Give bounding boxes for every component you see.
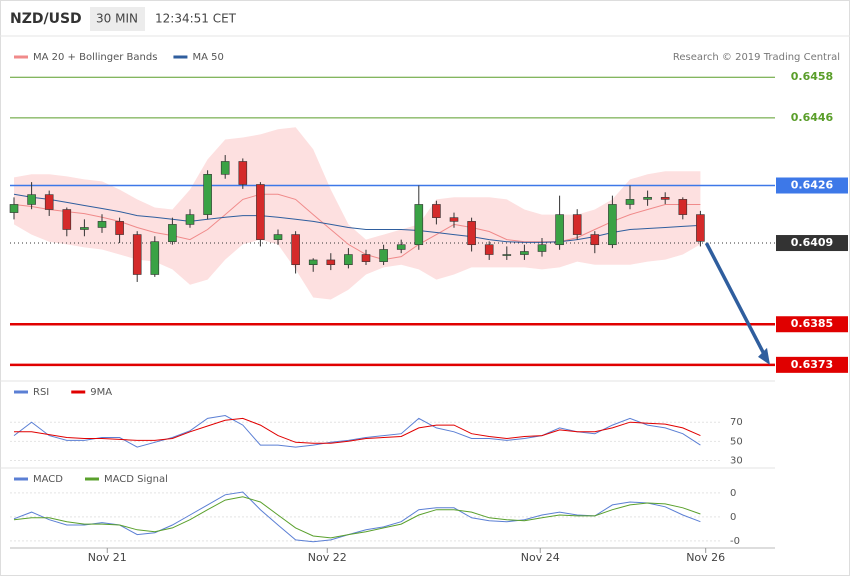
level-label: 0.6373: [791, 358, 833, 371]
x-tick-label: Nov 22: [308, 551, 347, 564]
candle-body: [361, 254, 371, 262]
candle-body: [344, 254, 353, 265]
candle-body: [150, 241, 160, 275]
pair-title: NZD/USD: [10, 11, 82, 27]
level-box: [776, 177, 848, 194]
candle-body: [396, 244, 406, 250]
candle-body: [238, 161, 248, 185]
candle-body: [80, 227, 89, 230]
x-tick-label: Nov 21: [88, 551, 127, 564]
candle-body: [502, 254, 512, 256]
time: 12:34:51 CET: [155, 12, 237, 26]
legend-label: 9MA: [90, 387, 112, 398]
legend-label: MA 50: [192, 52, 223, 63]
candle-body: [44, 194, 54, 210]
candle-body: [326, 259, 336, 265]
candle-body: [132, 234, 142, 275]
candle-body: [291, 234, 300, 265]
y-tick-label: -0: [730, 536, 740, 547]
level-label: 0.6458: [791, 70, 833, 83]
candle-body: [379, 249, 388, 262]
level-box: [776, 235, 848, 252]
candle-body: [9, 204, 19, 213]
candle-body: [520, 251, 529, 255]
candle-body: [256, 184, 265, 240]
candle-body: [537, 244, 547, 252]
level-label: 0.6409: [791, 236, 833, 249]
bollinger-band: [14, 127, 701, 300]
x-tick-label: Nov 24: [521, 551, 560, 564]
candle-body: [590, 234, 600, 246]
source: Research © 2019 Trading Central: [673, 52, 840, 63]
moving-average: [13, 193, 701, 261]
y-tick-label: 50: [730, 436, 743, 447]
candle-body: [273, 234, 283, 240]
candle-body: [696, 214, 705, 242]
indicator-line: [13, 496, 701, 539]
candle-body: [432, 204, 441, 218]
level-label: 0.6446: [791, 111, 834, 124]
candle-body: [220, 161, 230, 175]
candle-body: [484, 244, 494, 255]
candle-body: [467, 221, 476, 246]
x-tick-label: Nov 26: [686, 551, 725, 564]
legend-label: MACD Signal: [104, 474, 168, 485]
indicator-line: [13, 414, 701, 448]
candle-body: [414, 204, 424, 246]
y-tick-label: 70: [730, 417, 743, 428]
candle-body: [27, 194, 36, 205]
candle-body: [608, 204, 617, 246]
legend-label: MACD: [33, 474, 63, 485]
candle-body: [678, 199, 688, 215]
moving-average: [13, 193, 701, 243]
level-label: 0.6385: [791, 317, 833, 330]
candle-body: [555, 214, 564, 246]
candle-body: [62, 209, 72, 230]
candle-body: [308, 259, 318, 265]
candle-body: [168, 224, 177, 242]
legend-label: RSI: [33, 387, 49, 398]
forecast-arrow: [704, 242, 768, 359]
candle-body: [203, 174, 212, 215]
legend-label: MA 20 + Bollinger Bands: [33, 52, 157, 63]
indicator-line: [14, 417, 701, 444]
candle-body: [185, 214, 195, 225]
candle-body: [643, 197, 652, 200]
candle-body: [115, 221, 124, 235]
y-tick-label: 30: [730, 455, 743, 466]
timeframe: 30 MIN: [96, 12, 138, 26]
forecast-arrowhead: [758, 347, 770, 365]
candle-body: [572, 214, 582, 235]
timeframe-box: [90, 7, 145, 31]
level-box: [776, 316, 848, 333]
level-box: [776, 356, 848, 373]
candle-body: [97, 221, 107, 228]
y-tick-label: 0: [730, 488, 736, 499]
level-label: 0.6426: [791, 179, 834, 192]
candle-body: [625, 199, 635, 205]
candle-body: [449, 217, 459, 222]
y-tick-label: 0: [730, 512, 736, 523]
candle-body: [660, 197, 670, 200]
